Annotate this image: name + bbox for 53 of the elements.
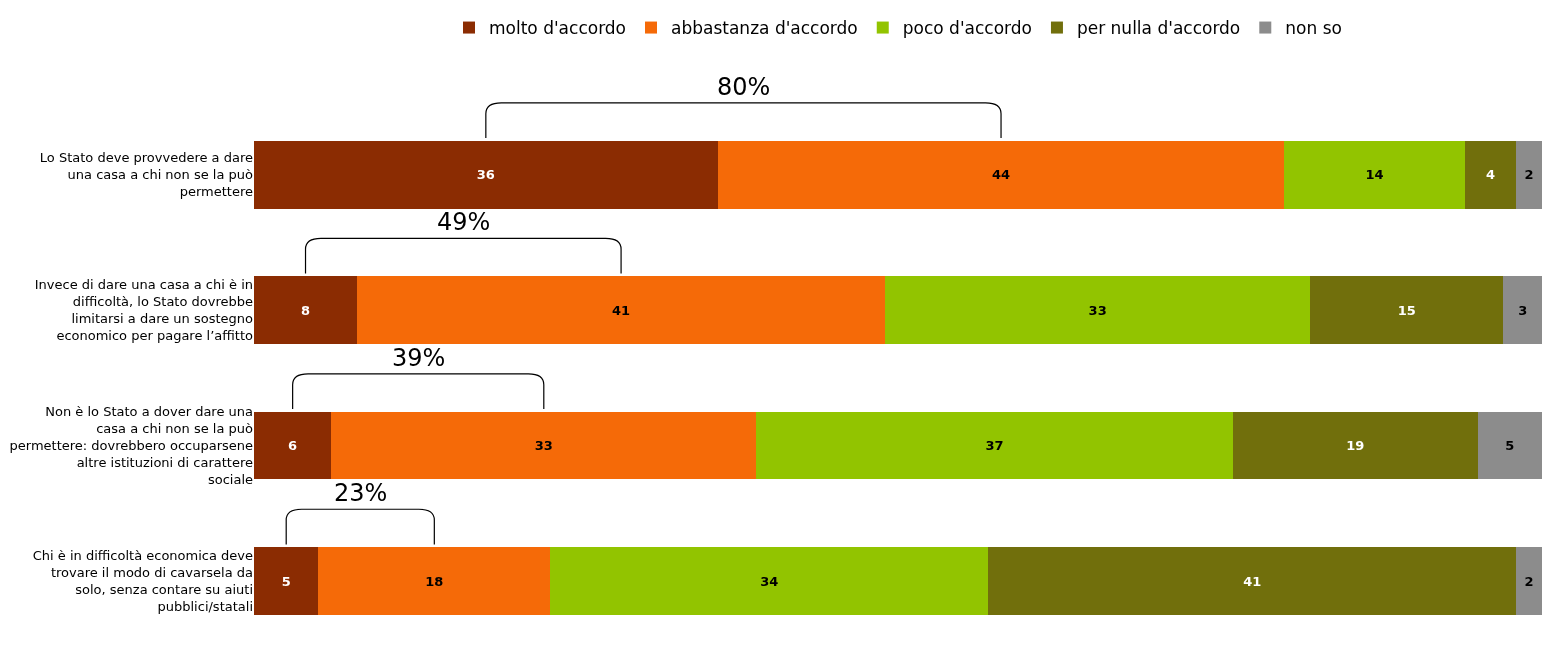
data-label: 2 — [1524, 167, 1534, 183]
data-label: 34 — [760, 573, 779, 589]
annotation: 49% — [437, 208, 491, 236]
annotation: 39% — [392, 344, 446, 372]
data-label: 41 — [612, 302, 631, 318]
legend-label: abbastanza d'accordo — [671, 18, 858, 39]
bar — [717, 140, 1285, 209]
bar — [1477, 411, 1542, 480]
data-label: 41 — [1243, 573, 1262, 589]
y-tick-label: Invece di dare una casa a chi è in difficoltà, lo Stato dovrebbe limitarsi a dare un sostegno economico per pagare l’affitto — [34, 277, 254, 344]
data-label: 33 — [534, 438, 553, 454]
data-label: 5 — [1505, 438, 1515, 454]
bar — [1232, 411, 1478, 480]
bar — [331, 411, 757, 480]
bar — [988, 547, 1517, 615]
y-tick-label: Non è lo Stato a dover dare una casa a chi non se la può permettere: dovrebbero occuparsene altre istituzioni di carattere sociale — [9, 404, 254, 487]
bar — [885, 276, 1311, 344]
data-label: 14 — [1365, 167, 1384, 183]
data-label: 4 — [1485, 167, 1495, 183]
text: 80% — [717, 73, 771, 101]
legend-label: per nulla d'accordo — [1076, 18, 1241, 39]
bar — [254, 411, 332, 480]
data-label: 36 — [476, 167, 495, 183]
data-label: 2 — [1524, 573, 1534, 589]
bar — [1464, 140, 1517, 209]
data-label: 5 — [281, 573, 291, 589]
bar — [1310, 276, 1504, 344]
bar — [318, 547, 551, 615]
annotation: 23% — [334, 479, 388, 507]
data-label: 8 — [301, 302, 311, 318]
legend-label: poco d'accordo — [902, 18, 1032, 39]
bar — [550, 547, 989, 615]
bar — [254, 140, 718, 209]
y-tick-label: Chi è in difficoltà economica deve trovare il modo di cavarsela da solo, senza contare su aiuti pubblici/statali — [32, 548, 253, 614]
data-label: 33 — [1088, 302, 1107, 318]
bar — [756, 411, 1233, 480]
bar — [1516, 140, 1542, 209]
data-label: 18 — [425, 573, 444, 589]
y-tick-label: Lo Stato deve provvedere a dare una casa a chi non se la può permettere — [39, 150, 254, 200]
data-label: 6 — [288, 438, 298, 454]
bar — [254, 276, 358, 344]
data-label: 44 — [991, 167, 1011, 183]
bar — [1284, 140, 1465, 209]
bar — [1503, 276, 1542, 344]
bar — [1516, 547, 1542, 615]
data-label: 15 — [1397, 302, 1416, 318]
data-label: 3 — [1518, 302, 1528, 318]
data-label: 19 — [1346, 438, 1365, 454]
bar — [254, 547, 319, 615]
legend-label: non so — [1285, 18, 1342, 39]
legend-label: molto d'accordo — [489, 18, 627, 39]
data-label: 37 — [985, 438, 1004, 454]
bar — [357, 276, 886, 344]
